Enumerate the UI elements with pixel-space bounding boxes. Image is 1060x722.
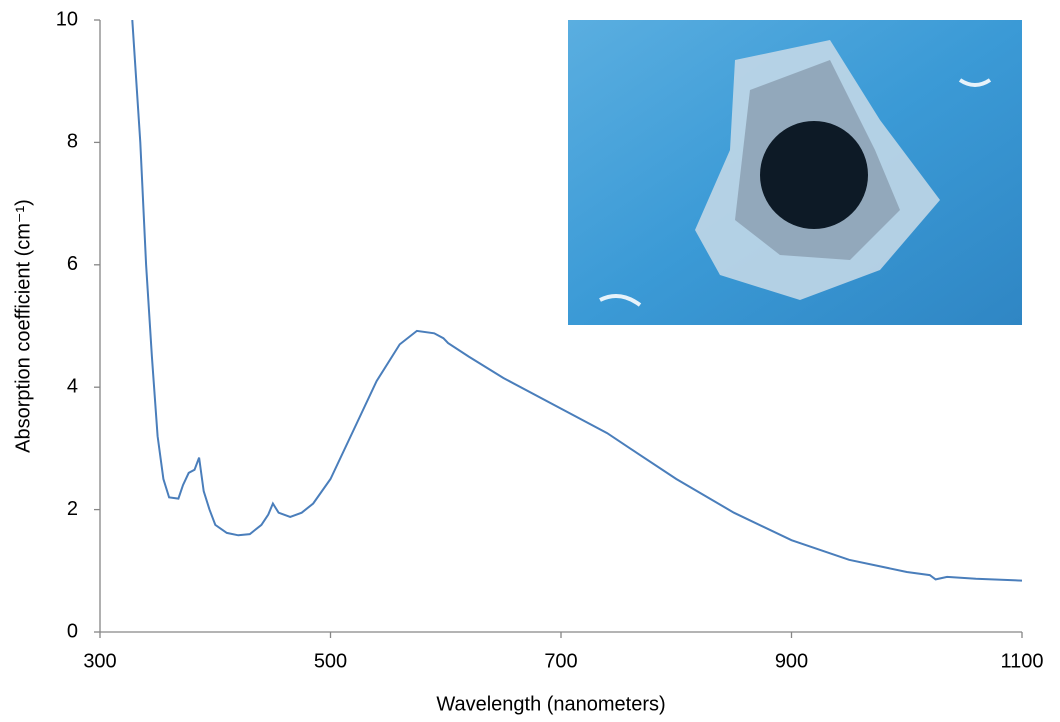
x-tick-label: 300 [83,650,116,672]
y-axis-label: Absorption coefficient (cm⁻¹) [12,199,34,453]
y-tick-label: 2 [67,498,78,520]
inset-photo [568,20,1022,325]
x-axis-label: Wavelength (nanometers) [436,693,665,715]
plot-area [131,20,1022,582]
data-line [131,20,1022,582]
x-tick-label: 1100 [1000,650,1043,672]
y-tick-label: 8 [67,131,78,153]
x-tick-label: 900 [775,650,808,672]
x-tick-label: 700 [544,650,577,672]
y-tick-label: 0 [67,620,78,642]
y-tick-label: 10 [56,8,78,30]
y-tick-label: 4 [67,375,78,397]
y-tick-label: 6 [67,253,78,275]
x-tick-label: 500 [314,650,347,672]
